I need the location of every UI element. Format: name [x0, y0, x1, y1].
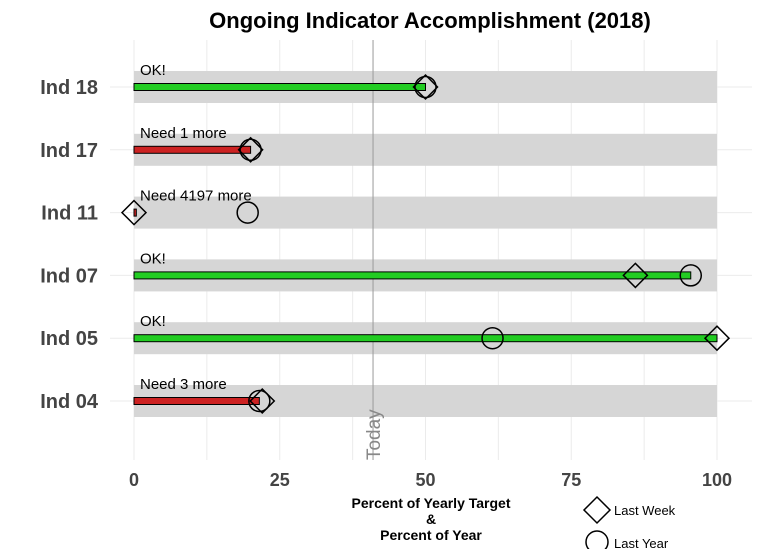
today-marker: Today — [364, 40, 385, 460]
x-tick-label: 25 — [270, 470, 290, 490]
today-label: Today — [364, 409, 385, 460]
progress-bar — [133, 397, 260, 405]
x-axis-title-line-1: Percent of Yearly Target — [352, 495, 511, 511]
progress-bar — [133, 271, 692, 280]
progress-bar — [133, 145, 252, 154]
last-week-marker — [249, 387, 276, 415]
status-label: OK! — [140, 313, 166, 330]
category-label: Ind 17 — [40, 140, 98, 162]
progress-bar — [133, 83, 426, 91]
category-label: Ind 05 — [40, 328, 98, 350]
category-label: Ind 04 — [40, 391, 99, 413]
last-week-marker — [412, 73, 439, 101]
status-label: Need 1 more — [140, 125, 227, 142]
category-label: Ind 07 — [40, 265, 98, 287]
bar-layer — [133, 83, 718, 405]
x-axis-title-line-2: & — [426, 511, 436, 527]
status-label: Need 4197 more — [140, 188, 252, 205]
last-year-marker — [414, 75, 437, 99]
axis-layer: Ind 18 Ind 17 Ind 11 Ind 07 Ind 05 Ind 04 0 25 5… — [40, 77, 732, 490]
legend-diamond-icon — [582, 495, 612, 525]
last-week-marker — [622, 262, 649, 289]
last-year-marker — [248, 389, 271, 413]
last-week-marker — [237, 136, 264, 163]
last-year-marker — [679, 264, 703, 287]
x-axis-title-line-3: Percent of Year — [380, 527, 482, 543]
marker-layer — [120, 73, 731, 415]
status-label: OK! — [140, 250, 166, 267]
category-label: Ind 18 — [40, 77, 98, 99]
last-week-marker — [120, 199, 148, 226]
x-axis-title: Percent of Yearly Target & Percent of Ye… — [352, 495, 511, 543]
last-week-marker — [703, 325, 731, 352]
last-year-marker — [481, 326, 504, 350]
status-label: OK! — [140, 62, 166, 79]
last-year-marker — [239, 138, 262, 162]
category-label: Ind 11 — [41, 203, 98, 225]
target-band — [134, 196, 717, 229]
last-year-marker — [236, 201, 259, 224]
legend-label-last-week: Last Week — [614, 503, 676, 518]
x-tick-label: 75 — [561, 470, 581, 490]
legend: Last Week Last Year — [582, 495, 676, 549]
label-layer: OK! Need 1 more Need 4197 more OK! OK! Need 3… — [140, 62, 252, 393]
chart-title: Ongoing Indicator Accomplishment (2018) — [209, 8, 651, 33]
progress-bar — [133, 208, 137, 217]
x-tick-label: 50 — [415, 470, 435, 490]
x-tick-label: 0 — [129, 470, 139, 490]
legend-label-last-year: Last Year — [614, 536, 669, 549]
legend-circle-icon — [585, 530, 609, 549]
status-label: Need 3 more — [140, 376, 227, 393]
progress-bar — [133, 334, 718, 343]
x-tick-label: 100 — [702, 470, 732, 490]
